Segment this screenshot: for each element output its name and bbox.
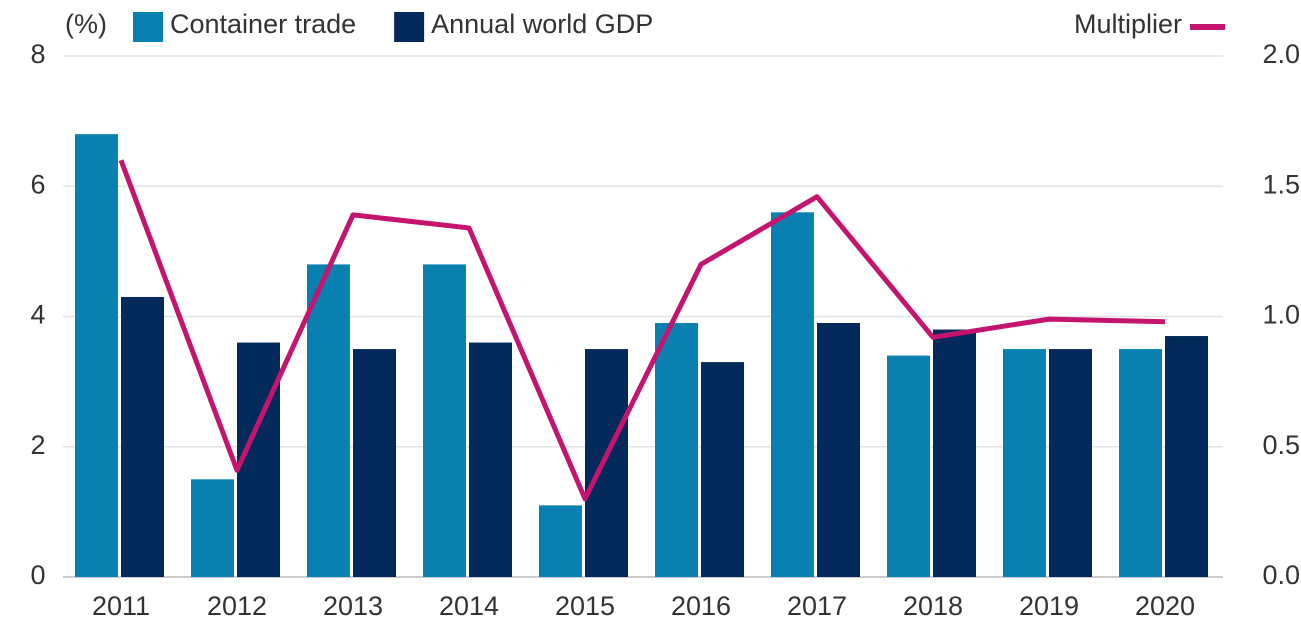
legend-label: Multiplier <box>1074 9 1182 39</box>
x-tick-label: 2019 <box>1019 591 1079 621</box>
legend-label: Container trade <box>170 9 356 39</box>
x-tick-label: 2013 <box>323 591 383 621</box>
bar <box>353 349 396 577</box>
y2-tick-label: 0.0 <box>1262 560 1300 590</box>
bar <box>817 323 860 577</box>
bar <box>771 212 814 578</box>
x-tick-label: 2011 <box>92 591 150 621</box>
x-tick-label: 2014 <box>439 591 499 621</box>
bar <box>191 479 234 577</box>
y-tick-label: 2 <box>30 430 45 460</box>
x-tick-label: 2012 <box>207 591 267 621</box>
line <box>118 159 1166 502</box>
bar <box>1049 349 1092 577</box>
legend-swatch <box>394 12 425 42</box>
bar <box>655 323 698 577</box>
bar <box>423 264 466 577</box>
y-tick-label: 0 <box>30 560 45 590</box>
y-tick-label: 4 <box>30 300 45 330</box>
x-tick-label: 2016 <box>671 591 731 621</box>
bar <box>933 329 976 577</box>
bar <box>307 264 350 577</box>
y-tick-label: 6 <box>30 169 45 199</box>
x-tick-label: 2018 <box>903 591 963 621</box>
x-tick-label: 2015 <box>555 591 615 621</box>
y2-tick-label: 1.5 <box>1262 169 1300 199</box>
bar <box>469 342 512 577</box>
legend-swatch <box>133 12 163 42</box>
bar <box>1119 349 1162 577</box>
bar <box>1165 336 1208 577</box>
bar <box>75 134 118 577</box>
y2-tick-label: 1.0 <box>1262 300 1300 330</box>
legend-label: Annual world GDP <box>431 9 653 39</box>
bar <box>887 355 930 577</box>
bar <box>121 296 164 577</box>
bar <box>1003 349 1046 577</box>
x-tick-label: 2017 <box>787 591 847 621</box>
y-tick-label: 8 <box>30 39 45 69</box>
y2-tick-label: 2.0 <box>1262 39 1300 69</box>
y2-tick-label: 0.5 <box>1262 430 1300 460</box>
bar <box>585 349 628 577</box>
y-axis-label: (%) <box>65 9 107 39</box>
x-tick-label: 2020 <box>1135 591 1195 621</box>
bar <box>539 505 582 577</box>
bar <box>701 362 744 577</box>
